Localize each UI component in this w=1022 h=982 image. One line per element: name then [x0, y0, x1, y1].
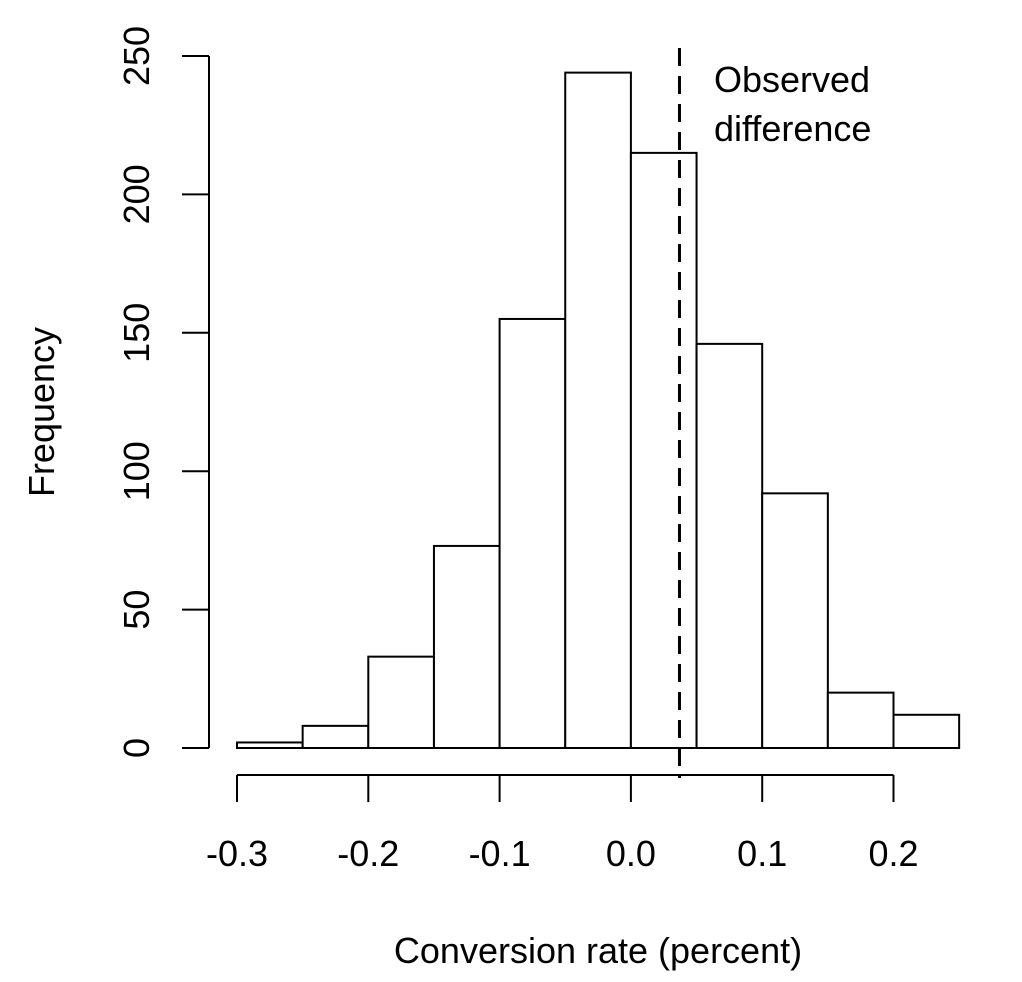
y-tick-label-100: 100	[116, 441, 157, 501]
y-tick-label-0: 0	[116, 738, 157, 758]
annotation-difference: difference	[714, 108, 871, 149]
histogram-bar-3	[367, 655, 435, 750]
x-axis-title: Conversion rate (percent)	[394, 930, 802, 971]
histogram-bar-11	[892, 713, 961, 749]
y-tick-label-150: 150	[116, 303, 157, 363]
x-axis: -0.3 -0.2 -0.1 0.0 0.1 0.2	[206, 774, 919, 874]
x-tick-label-0: -0.3	[206, 833, 268, 874]
x-tick-label-5: 0.2	[868, 833, 918, 874]
histogram-bar-6	[564, 71, 632, 750]
y-tick-label-250: 250	[116, 26, 157, 86]
y-axis-title: Frequency	[21, 327, 62, 497]
histogram-bar-5	[498, 317, 567, 749]
x-tick-label-1: -0.2	[337, 833, 399, 874]
y-tick-label-50: 50	[116, 590, 157, 630]
histogram-bar-2	[301, 724, 370, 750]
histogram-bar-10	[826, 691, 895, 750]
y-tick-label-200: 200	[116, 164, 157, 224]
histogram-bar-1	[236, 741, 304, 749]
histogram-bars	[236, 71, 961, 750]
histogram-bar-9	[761, 492, 829, 749]
histogram-bar-8	[695, 342, 764, 749]
annotation-observed: Observed	[714, 59, 870, 100]
x-tick-label-2: -0.1	[469, 833, 531, 874]
x-tick-label-3: 0.0	[606, 833, 656, 874]
y-axis: 0 50 100 150 200 250	[116, 26, 210, 758]
histogram-bar-7	[629, 151, 698, 749]
x-tick-label-4: 0.1	[737, 833, 787, 874]
histogram-bar-4	[432, 544, 501, 749]
